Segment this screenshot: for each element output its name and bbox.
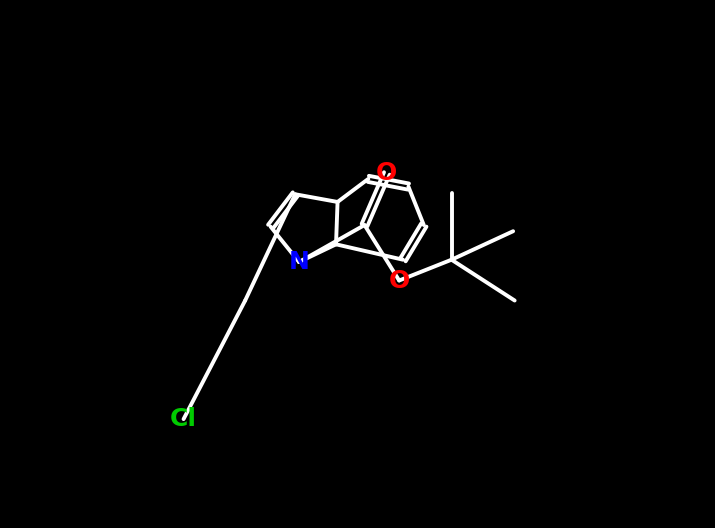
Text: O: O (376, 162, 398, 185)
Text: N: N (289, 250, 310, 274)
Text: O: O (388, 269, 410, 293)
Text: Cl: Cl (170, 407, 197, 431)
